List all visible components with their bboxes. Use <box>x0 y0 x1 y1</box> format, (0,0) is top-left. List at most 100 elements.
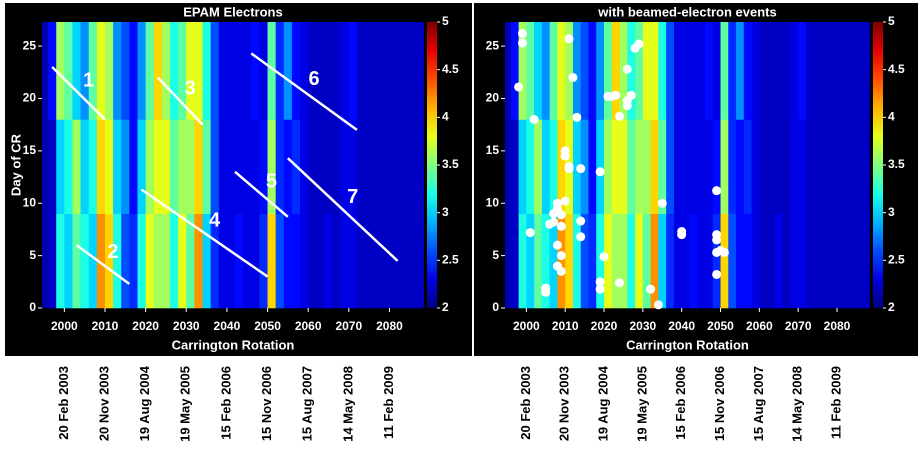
heatmap-cell <box>210 22 220 120</box>
heatmap-cell <box>218 213 228 309</box>
y-tick-label: 15 <box>486 143 500 157</box>
annotation-line <box>140 188 269 278</box>
date-label: 19 May 2005 <box>178 366 193 442</box>
date-label: 11 Feb 2009 <box>381 366 396 439</box>
annotation-label: 3 <box>185 77 196 99</box>
date-label: 15 Nov 2006 <box>259 366 274 441</box>
heatmap-cell <box>611 22 620 120</box>
heatmap-cell <box>728 213 737 309</box>
heatmap-cell <box>202 119 211 215</box>
heatmap-cell <box>373 22 382 120</box>
heatmap-cell <box>751 213 760 309</box>
date-label: 20 Feb 2003 <box>56 366 71 440</box>
heatmap-cell <box>186 213 195 309</box>
heatmap-cell <box>790 213 799 309</box>
heatmap-cell <box>121 119 130 215</box>
heatmap-cell <box>852 213 861 309</box>
x-axis-title: Carrington Rotation <box>626 337 749 352</box>
heatmap-cell <box>813 213 822 309</box>
x-tick-label: 2010 <box>92 319 119 333</box>
heatmap-cell <box>129 22 138 120</box>
heatmap-cell <box>235 213 244 309</box>
date-label: 15 Feb 2006 <box>673 366 688 440</box>
heatmap-cell <box>588 213 597 309</box>
x-tick-label: 2040 <box>214 319 241 333</box>
annotation-label: 5 <box>266 171 277 193</box>
colorbar-tick-label: 2.5 <box>442 253 459 267</box>
heatmap-cell <box>510 22 519 120</box>
heatmap-cell <box>549 22 558 120</box>
colorbar-tick-label: 5 <box>888 14 895 28</box>
heatmap-cell <box>56 213 65 309</box>
heatmap-cell <box>526 119 535 215</box>
heatmap-cell <box>805 213 814 309</box>
heatmap-cell <box>48 22 57 120</box>
heatmap-cell <box>673 119 682 215</box>
heatmap-cell <box>267 213 276 309</box>
heatmap-cell <box>712 213 721 309</box>
heatmap-cell <box>178 119 187 215</box>
heatmap-cell <box>161 119 171 215</box>
heatmap-cell <box>813 119 822 215</box>
event-point <box>615 278 625 288</box>
heatmap-cell <box>829 213 838 309</box>
heatmap-cell <box>308 213 317 309</box>
heatmap-cell <box>267 22 276 120</box>
heatmap-cell <box>860 119 869 215</box>
heatmap-cell <box>860 213 869 309</box>
heatmap-cell <box>759 213 768 309</box>
heatmap-cell <box>635 119 644 215</box>
event-point <box>517 38 527 48</box>
heatmap-cell <box>836 119 846 215</box>
heatmap-cell <box>751 22 760 120</box>
event-point <box>646 284 656 294</box>
x-tick-label: 2030 <box>629 319 656 333</box>
heatmap-cell <box>332 213 341 309</box>
heatmap-cell <box>300 22 309 120</box>
heatmap-cell <box>178 213 187 309</box>
heatmap-cell <box>844 119 853 215</box>
heatmap-cell <box>348 213 358 309</box>
heatmap-cell <box>72 119 81 215</box>
heatmap-cell <box>324 119 333 215</box>
heatmap-cell <box>650 22 659 120</box>
annotation-line <box>51 66 106 121</box>
heatmap-cell <box>596 213 605 309</box>
heatmap-cell <box>226 213 236 309</box>
heatmap-cell <box>844 213 853 309</box>
heatmap-cell <box>619 119 628 215</box>
heatmap-cell <box>194 22 203 120</box>
heatmap-cell <box>541 119 550 215</box>
heatmap-cell <box>666 22 675 120</box>
date-label: 19 Aug 2004 <box>137 365 152 441</box>
heatmap-cell <box>283 119 293 215</box>
heatmap-cell <box>381 119 390 215</box>
y-tick-label: 20 <box>23 91 37 105</box>
event-point <box>517 29 527 39</box>
annotation-line <box>156 76 204 126</box>
heatmap-cell <box>72 213 81 309</box>
heatmap-cell <box>604 213 613 309</box>
heatmap-cell <box>235 22 244 120</box>
heatmap-cell <box>728 22 737 120</box>
event-point <box>564 34 574 44</box>
y-tick-label: 25 <box>23 38 37 52</box>
heatmap-cell <box>650 213 659 309</box>
heatmap-cell <box>300 213 309 309</box>
heatmap-cell <box>681 22 690 120</box>
heatmap-cell <box>291 213 301 309</box>
date-label: 15 Feb 2006 <box>218 366 233 440</box>
heatmap-cell <box>259 119 268 215</box>
heatmap-cell <box>365 213 374 309</box>
heatmap-cell <box>565 213 574 309</box>
heatmap-cell <box>712 119 721 215</box>
x-tick-label: 2010 <box>552 319 579 333</box>
heatmap-cell <box>80 22 90 120</box>
x-tick-label: 2060 <box>295 319 322 333</box>
heatmap-cell <box>805 22 814 120</box>
heatmap-cell <box>658 22 667 120</box>
heatmap-cell <box>332 22 341 120</box>
heatmap-cell <box>844 22 853 120</box>
event-point <box>653 300 663 310</box>
heatmap-cell <box>316 213 325 309</box>
